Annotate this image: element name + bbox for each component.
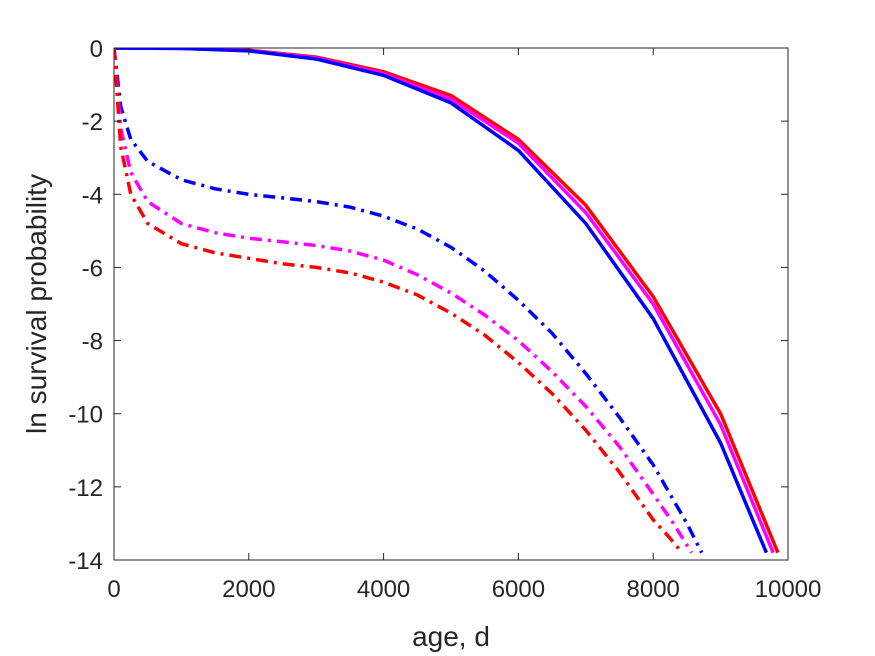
series-line-4	[114, 48, 704, 554]
axes-box	[113, 47, 789, 561]
x-tick-label: 6000	[492, 576, 545, 603]
x-tick-label: 0	[107, 576, 120, 603]
y-tick-label: -2	[82, 109, 103, 136]
plot-area	[113, 47, 789, 561]
series-line-5	[114, 48, 694, 554]
y-axis-label: ln survival probability	[21, 174, 52, 434]
series-line-1	[114, 48, 780, 554]
x-tick-label: 4000	[357, 576, 410, 603]
x-tick-label: 2000	[222, 576, 275, 603]
y-tick-label: 0	[90, 36, 103, 63]
y-tick-label: -8	[82, 329, 103, 356]
y-tick-label: -10	[68, 402, 103, 429]
x-axis-label: age, d	[412, 621, 490, 652]
y-tick-label: -12	[68, 475, 103, 502]
y-tick-label: -6	[82, 255, 103, 282]
series-line-6	[114, 48, 684, 554]
x-tick-label: 10000	[755, 576, 822, 603]
series-line-2	[114, 48, 775, 554]
y-tick-label: -4	[82, 182, 103, 209]
axis-ticks: 0 2000 4000 6000 8000 10000 0 -2 -4 -6 -8 -10 -12 -14	[68, 36, 821, 603]
y-tick-label: -14	[68, 548, 103, 575]
x-tick-label: 8000	[627, 576, 680, 603]
series-line-3	[114, 48, 769, 554]
